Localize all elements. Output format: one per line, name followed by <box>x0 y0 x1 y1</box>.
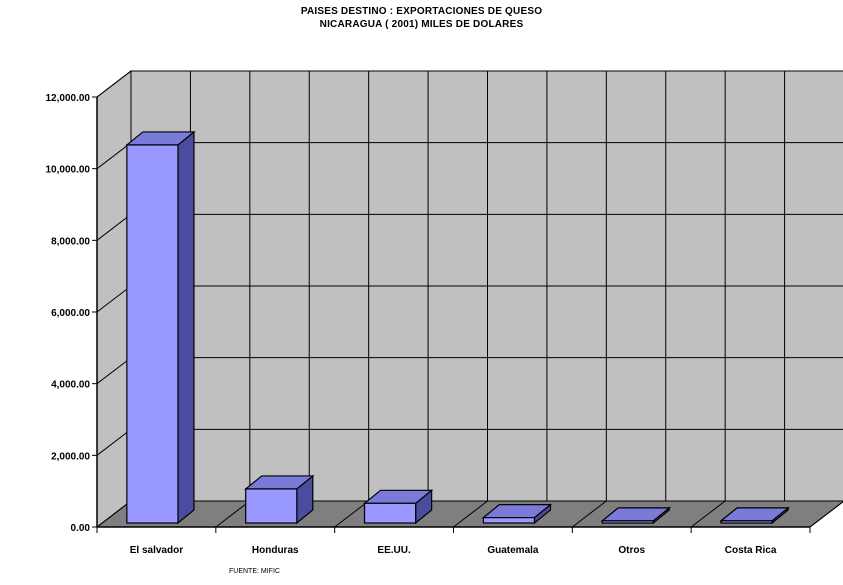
x-tick-label: EE.UU. <box>377 545 411 556</box>
bar <box>126 144 179 524</box>
chart-subtitle: NICARAGUA ( 2001) MILES DE DOLARES <box>319 19 524 30</box>
bar <box>720 520 773 524</box>
y-tick-label: 12,000.00 <box>46 93 91 104</box>
floor-divider <box>690 500 726 528</box>
bar <box>482 517 536 524</box>
x-tick-label: El salvador <box>130 545 183 556</box>
x-tick-label: Costa Rica <box>725 545 777 556</box>
y-tick-label: 8,000.00 <box>51 236 90 247</box>
floor-divider <box>215 500 251 528</box>
floor-divider <box>96 500 132 528</box>
y-tick-label: 4,000.00 <box>51 380 90 391</box>
gridline-side <box>96 70 132 98</box>
gridline-side <box>96 285 132 313</box>
source-note: FUENTE: MIFIC <box>229 568 280 575</box>
x-tick-label: Honduras <box>252 545 299 556</box>
gridline-side <box>96 428 132 456</box>
y-tick-label: 6,000.00 <box>51 308 90 319</box>
floor-divider <box>809 501 843 528</box>
floor-divider <box>453 500 488 528</box>
floor-divider <box>334 500 369 528</box>
y-tick-label: 10,000.00 <box>46 165 91 176</box>
y-tick-label: 2,000.00 <box>51 451 90 462</box>
gridline-side <box>96 213 132 241</box>
chart-title: PAISES DESTINO : EXPORTACIONES DE QUESO <box>300 6 543 17</box>
floor-divider <box>572 500 607 528</box>
bar-side <box>177 130 195 525</box>
x-tick-label: Guatemala <box>487 545 539 556</box>
y-tick-label: 0.00 <box>71 523 91 534</box>
bar <box>363 502 417 524</box>
x-tick-label: Otros <box>618 545 645 556</box>
gridline-side <box>96 357 132 385</box>
bar <box>601 520 654 524</box>
gridline-side <box>96 142 132 170</box>
bar <box>245 488 298 524</box>
